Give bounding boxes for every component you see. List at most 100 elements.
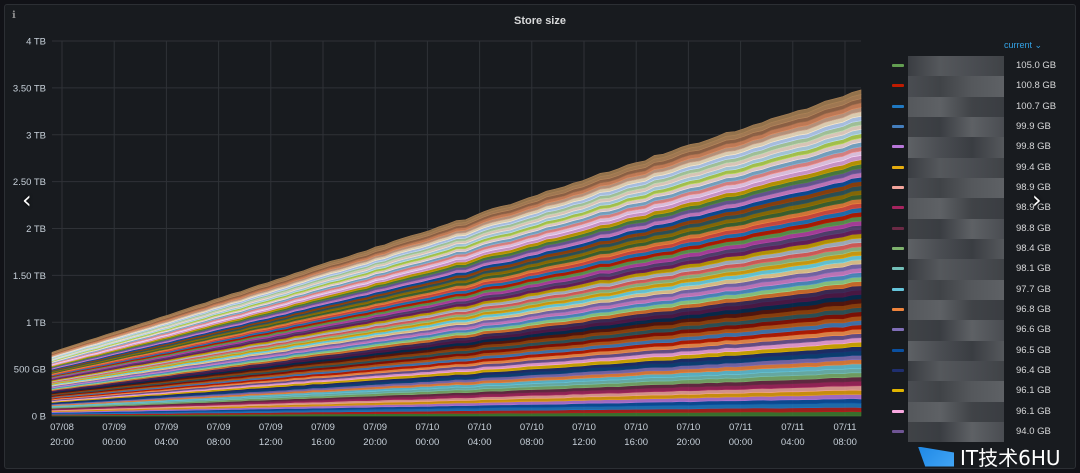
y-tick-label: 2.50 TB: [13, 177, 46, 188]
legend-swatch-icon: [892, 368, 904, 372]
watermark-logo-icon: [918, 446, 954, 467]
legend-series-name-redacted: [908, 360, 1004, 382]
legend-row[interactable]: 96.5 GB: [888, 340, 1051, 361]
legend-current-value: 96.5 GB: [1016, 344, 1051, 356]
legend-swatch-icon: [892, 267, 904, 271]
panel-title[interactable]: Store size: [514, 15, 566, 27]
next-arrow-icon[interactable]: ›: [1032, 186, 1042, 214]
legend-current-value: 97.7 GB: [1016, 283, 1051, 295]
legend-header-label: current: [1004, 40, 1033, 50]
legend-row[interactable]: 100.8 GB: [888, 76, 1056, 97]
x-tick-time: 20:00: [677, 437, 701, 448]
x-tick-time: 20:00: [50, 437, 74, 448]
legend-current-value: 96.1 GB: [1016, 405, 1051, 417]
legend-series-name-redacted: [908, 401, 1004, 422]
x-tick-date: 07/11: [833, 422, 856, 433]
legend: 105.0 GB 100.8 GB 100.7 GB 99.9 GB 99.8 GB 99…: [888, 56, 1056, 443]
legend-row[interactable]: 105.0 GB: [888, 56, 1056, 77]
legend-current-value: 98.8 GB: [1016, 222, 1051, 234]
legend-swatch-icon: [892, 124, 904, 128]
legend-current-value: 99.8 GB: [1016, 141, 1051, 153]
legend-swatch-icon: [892, 287, 904, 291]
legend-series-name-redacted: [908, 177, 1004, 199]
x-tick-time: 04:00: [468, 437, 492, 448]
x-tick-time: 04:00: [781, 437, 805, 448]
x-tick-time: 20:00: [363, 437, 387, 448]
legend-row[interactable]: 96.1 GB: [888, 401, 1051, 422]
x-tick-date: 07/09: [102, 422, 126, 433]
legend-swatch-icon: [892, 226, 904, 230]
legend-current-value: 94.0 GB: [1016, 425, 1051, 437]
legend-swatch-icon: [892, 409, 904, 413]
x-tick-time: 16:00: [311, 437, 335, 448]
x-tick-time: 08:00: [207, 437, 231, 448]
legend-current-value: 96.8 GB: [1016, 303, 1051, 315]
legend-swatch-icon: [892, 206, 904, 210]
legend-series-name-redacted: [908, 116, 1004, 138]
prev-arrow-icon[interactable]: ‹: [22, 186, 32, 214]
legend-row[interactable]: 96.8 GB: [888, 299, 1051, 321]
x-tick-time: 08:00: [520, 437, 544, 448]
x-tick-date: 07/11: [781, 422, 804, 433]
legend-swatch-icon: [892, 145, 904, 149]
legend-row[interactable]: 96.4 GB: [888, 360, 1051, 382]
legend-row[interactable]: 96.1 GB: [888, 381, 1051, 402]
series-area[interactable]: [51, 89, 862, 354]
legend-row[interactable]: 98.4 GB: [888, 238, 1051, 260]
legend-row[interactable]: 96.6 GB: [888, 320, 1051, 341]
legend-current-value: 105.0 GB: [1016, 60, 1057, 71]
x-tick-time: 04:00: [155, 437, 179, 448]
x-tick-date: 07/10: [520, 422, 544, 433]
legend-current-value: 98.1 GB: [1016, 263, 1051, 275]
x-tick-time: 00:00: [416, 437, 440, 448]
legend-swatch-icon: [892, 84, 904, 88]
x-tick-time: 08:00: [833, 437, 857, 448]
legend-row[interactable]: 100.7 GB: [888, 96, 1056, 117]
x-tick-date: 07/10: [416, 422, 440, 433]
legend-series-name-redacted: [908, 340, 1004, 361]
legend-row[interactable]: 98.9 GB: [888, 198, 1051, 219]
x-tick-time: 12:00: [572, 437, 596, 448]
legend-swatch-icon: [892, 246, 904, 250]
y-tick-label: 1.50 TB: [13, 271, 46, 282]
info-icon[interactable]: ℹ: [12, 10, 16, 21]
legend-row[interactable]: 98.8 GB: [888, 218, 1051, 239]
legend-row[interactable]: 99.4 GB: [888, 157, 1051, 178]
legend-current-value: 99.4 GB: [1016, 161, 1051, 173]
chevron-down-icon: ⌄: [1034, 40, 1043, 50]
legend-row[interactable]: 97.7 GB: [888, 279, 1051, 300]
x-tick-date: 07/10: [468, 422, 492, 433]
legend-current-value: 98.4 GB: [1016, 242, 1051, 254]
legend-swatch-icon: [892, 307, 904, 311]
y-tick-label: 3 TB: [26, 130, 46, 141]
legend-row[interactable]: 98.1 GB: [888, 259, 1051, 280]
legend-series-name-redacted: [908, 238, 1004, 260]
legend-current-value: 98.9 GB: [1016, 202, 1051, 214]
legend-current-value: 96.1 GB: [1016, 385, 1051, 397]
legend-current-value: 100.7 GB: [1016, 100, 1057, 112]
legend-series-name-redacted: [908, 320, 1004, 341]
legend-series-name-redacted: [908, 76, 1004, 97]
x-tick-date: 07/11: [729, 422, 752, 433]
y-tick-label: 500 GB: [14, 365, 46, 376]
legend-series-name-redacted: [908, 299, 1004, 321]
legend-row[interactable]: 98.9 GB: [888, 177, 1051, 199]
x-tick-date: 07/10: [677, 422, 701, 433]
legend-row[interactable]: 99.8 GB: [888, 137, 1051, 158]
legend-current-value: 100.8 GB: [1016, 80, 1057, 92]
x-tick-date: 07/10: [624, 422, 648, 433]
legend-series-name-redacted: [908, 279, 1004, 300]
legend-swatch-icon: [892, 104, 904, 108]
legend-current-value: 96.6 GB: [1016, 324, 1051, 336]
legend-row[interactable]: 99.9 GB: [888, 116, 1051, 138]
legend-series-name-redacted: [908, 421, 1004, 443]
legend-sort-current[interactable]: current ⌄: [1004, 40, 1042, 51]
legend-row[interactable]: 94.0 GB: [888, 421, 1051, 443]
x-tick-time: 00:00: [102, 437, 126, 448]
x-tick-time: 00:00: [729, 437, 753, 448]
x-tick-time: 16:00: [624, 437, 648, 448]
legend-swatch-icon: [892, 165, 904, 169]
legend-series-name-redacted: [908, 56, 1004, 77]
legend-series-name-redacted: [908, 259, 1004, 280]
